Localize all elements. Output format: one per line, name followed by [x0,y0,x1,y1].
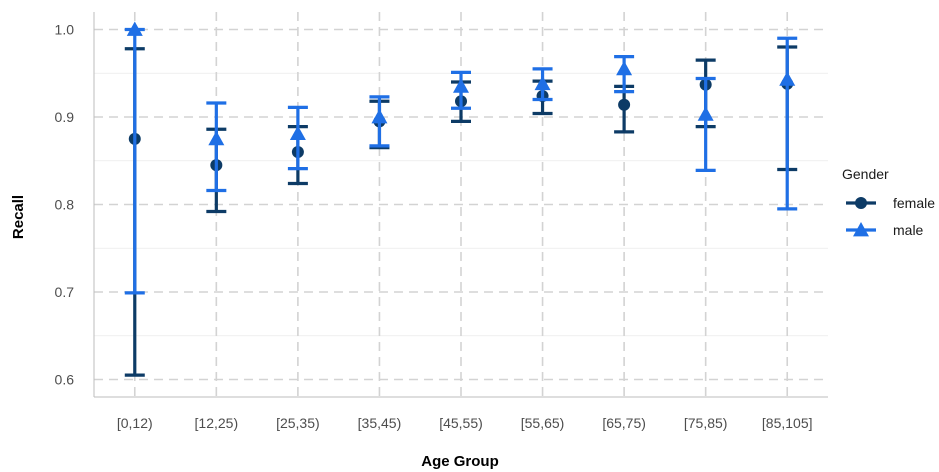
grid [94,12,828,397]
legend-item-female: female [846,195,935,211]
y-tick-label: 0.6 [55,372,75,388]
legend-label: female [893,195,935,211]
point-male [453,78,469,93]
legend-key-marker [855,197,867,209]
x-tick-label: [12,25) [195,415,239,431]
x-tick-label: [45,55) [439,415,483,431]
legend: Gender female male [842,166,935,238]
x-tick-label: [55,65) [521,415,565,431]
x-tick-label: [85,105] [762,415,813,431]
legend-item-male: male [846,222,924,238]
x-tick-label: [0,12) [117,415,153,431]
y-tick-label: 1.0 [55,22,75,38]
x-tick-label: [65,75) [602,415,646,431]
y-axis-title: Recall [10,195,27,239]
point-male [289,125,306,141]
axes [93,12,828,398]
point-male [697,106,714,121]
y-tick-label: 0.7 [55,284,75,300]
legend-title: Gender [842,166,889,182]
legend-label: male [893,222,924,238]
point-male [616,60,633,76]
x-tick-label: [35,45) [358,415,402,431]
point-male [371,109,388,124]
y-tick-label: 0.9 [55,109,75,125]
x-tick-label: [75,85) [684,415,728,431]
point-male [779,71,796,86]
data-layer [124,21,798,377]
x-tick-label: [25,35) [276,415,320,431]
tick-labels: 0.6 0.7 0.8 0.9 1.0 [0,12) [12,25) [25,35) [35,4… [55,22,813,432]
point-male [208,130,225,146]
legend-key-marker [853,222,869,237]
point-female [618,98,631,111]
x-axis-title: Age Group [421,453,499,470]
point-male [126,21,143,36]
y-tick-label: 0.8 [55,197,75,213]
point-male [534,75,551,91]
series-male [124,21,798,295]
